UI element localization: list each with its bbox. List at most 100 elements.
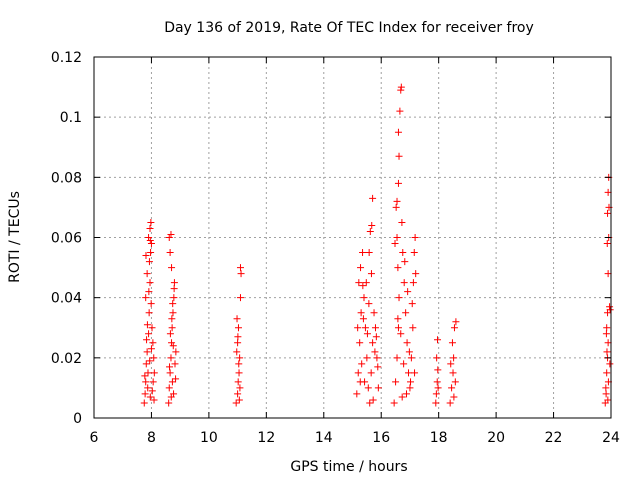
- data-point: [374, 363, 382, 371]
- data-point: [165, 399, 173, 407]
- y-tick-label: 0: [73, 411, 82, 427]
- data-point: [234, 333, 242, 341]
- data-point: [143, 270, 151, 278]
- data-point: [434, 366, 442, 374]
- chart-title: Day 136 of 2019, Rate Of TEC Index for r…: [164, 20, 534, 36]
- data-point: [146, 357, 154, 365]
- data-point: [369, 339, 377, 347]
- data-point: [451, 378, 459, 386]
- x-axis-title: GPS time / hours: [290, 459, 407, 475]
- data-point: [402, 390, 410, 398]
- data-point: [146, 279, 154, 287]
- data-point: [142, 294, 150, 302]
- data-point: [606, 303, 614, 311]
- data-point: [172, 375, 180, 383]
- data-point: [166, 369, 174, 377]
- data-point: [142, 252, 150, 260]
- data-point: [391, 240, 399, 248]
- data-point: [236, 354, 244, 362]
- data-point: [446, 399, 454, 407]
- data-point: [602, 384, 610, 392]
- data-point: [393, 354, 401, 362]
- data-point: [449, 369, 457, 377]
- data-point: [353, 390, 361, 398]
- data-point: [407, 378, 415, 386]
- data-point: [450, 393, 458, 401]
- data-point: [362, 279, 370, 287]
- x-tick-label: 14: [315, 430, 333, 446]
- data-point: [150, 396, 158, 404]
- data-point: [408, 300, 416, 308]
- data-point: [148, 387, 156, 395]
- data-point: [405, 369, 413, 377]
- data-point: [433, 378, 441, 386]
- data-point: [170, 285, 178, 293]
- data-point: [397, 83, 405, 91]
- data-point: [604, 396, 612, 404]
- data-point: [401, 258, 409, 266]
- data-point: [147, 300, 155, 308]
- data-point: [235, 369, 243, 377]
- data-point: [357, 264, 365, 272]
- data-point: [366, 227, 374, 235]
- data-point: [357, 309, 365, 317]
- data-point: [166, 249, 174, 257]
- data-point: [141, 372, 149, 380]
- data-point: [147, 249, 155, 257]
- data-point: [397, 86, 405, 94]
- data-point: [354, 324, 362, 332]
- data-point: [234, 339, 242, 347]
- data-point: [166, 363, 174, 371]
- data-point: [604, 270, 612, 278]
- data-point: [411, 369, 419, 377]
- data-point: [603, 348, 611, 356]
- data-point: [146, 224, 154, 232]
- x-tick-label: 16: [372, 430, 390, 446]
- data-point: [412, 270, 420, 278]
- data-point: [411, 234, 419, 241]
- y-tick-label: 0.1: [60, 110, 82, 126]
- data-point: [393, 234, 401, 241]
- data-point: [150, 354, 158, 362]
- data-point: [604, 209, 612, 217]
- data-point: [603, 369, 611, 377]
- data-point: [170, 294, 178, 302]
- data-point: [168, 339, 176, 347]
- data-point: [236, 384, 244, 392]
- data-point: [606, 306, 614, 314]
- data-point: [400, 360, 408, 368]
- data-point: [363, 330, 371, 338]
- data-point: [395, 152, 403, 160]
- data-point: [366, 399, 374, 407]
- data-point: [369, 396, 377, 404]
- data-point: [150, 369, 158, 377]
- x-tick-label: 22: [545, 430, 563, 446]
- data-point: [402, 309, 410, 317]
- data-point: [235, 360, 243, 368]
- data-point: [143, 336, 151, 344]
- data-point: [603, 240, 611, 248]
- data-point: [398, 218, 406, 226]
- data-point: [167, 230, 175, 238]
- x-tick-label: 18: [430, 430, 448, 446]
- data-point: [433, 354, 441, 362]
- data-point: [356, 378, 364, 386]
- data-point: [394, 324, 402, 332]
- data-point: [452, 318, 460, 326]
- data-point: [369, 194, 377, 202]
- tick-labels: 6 8 10 12 14 16 18 20 22 24 0 0.02 0.04 0.06 0.08 0.1 0.…: [51, 50, 620, 446]
- x-tick-label: 6: [90, 430, 99, 446]
- data-point: [405, 348, 413, 356]
- data-point: [602, 390, 610, 398]
- data-point: [168, 264, 176, 272]
- data-point: [141, 390, 149, 398]
- x-tick-label: 12: [257, 430, 275, 446]
- data-point: [603, 324, 611, 332]
- data-point: [450, 354, 458, 362]
- y-tick-label: 0.08: [51, 170, 82, 186]
- data-point: [168, 378, 176, 386]
- data-point: [367, 369, 375, 377]
- y-tick-label: 0.02: [51, 351, 82, 367]
- data-point: [170, 279, 178, 287]
